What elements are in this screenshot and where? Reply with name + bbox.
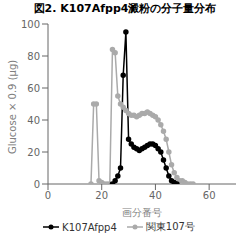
svg-text:60: 60 [27,83,40,94]
svg-text:Glucose × 0.9 (µg): Glucose × 0.9 (µg) [8,60,18,154]
svg-text:20: 20 [27,147,40,158]
html-text:K107Afpp4: K107Afpp4 [62,221,117,233]
svg-text:0: 0 [45,190,51,201]
html-text:図2. K107Afpp4澱粉の分子量分布: 図2. K107Afpp4澱粉の分子量分布 [33,2,217,15]
svg-text:画分番号: 画分番号 [122,207,162,218]
svg-text:40: 40 [27,115,40,126]
svg-text:60: 60 [203,190,216,201]
svg-text:40: 40 [149,190,162,201]
svg-text:0: 0 [34,179,40,190]
svg-text:20: 20 [95,190,108,201]
svg-text:80: 80 [27,51,40,62]
html-text:関東107号: 関東107号 [145,221,195,232]
svg-text:100: 100 [21,19,40,30]
